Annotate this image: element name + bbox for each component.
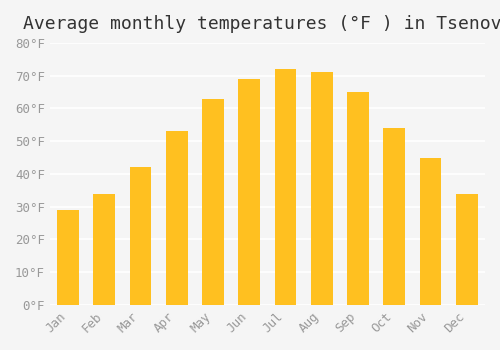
Bar (347, 92, 369, 231)
Bar (130, 167, 152, 257)
Bar (384, 128, 405, 305)
Bar (456, 194, 477, 305)
Bar (57, 210, 79, 305)
Bar (384, 128, 405, 243)
Bar (420, 158, 442, 253)
Bar (238, 79, 260, 305)
Bar (166, 131, 188, 244)
Bar (202, 99, 224, 305)
Bar (274, 69, 296, 305)
Bar (420, 158, 442, 305)
Bar (130, 167, 152, 305)
Bar (274, 69, 296, 305)
Bar (384, 128, 405, 305)
Bar (238, 79, 260, 305)
Bar (456, 194, 477, 305)
Bar (57, 210, 79, 305)
Bar (311, 72, 332, 305)
Bar (94, 194, 115, 305)
Bar (311, 72, 332, 224)
Bar (311, 72, 332, 305)
Bar (202, 99, 224, 305)
Bar (94, 194, 115, 266)
Bar (166, 131, 188, 305)
Bar (57, 210, 79, 272)
Bar (347, 92, 369, 305)
Title: Average monthly temperatures (°F ) in Tsenovo: Average monthly temperatures (°F ) in Ts… (22, 15, 500, 33)
Bar (456, 194, 477, 266)
Bar (420, 158, 442, 305)
Bar (94, 194, 115, 305)
Bar (166, 131, 188, 305)
Bar (202, 99, 224, 233)
Bar (347, 92, 369, 305)
Bar (130, 167, 152, 305)
Bar (274, 69, 296, 223)
Bar (238, 79, 260, 226)
